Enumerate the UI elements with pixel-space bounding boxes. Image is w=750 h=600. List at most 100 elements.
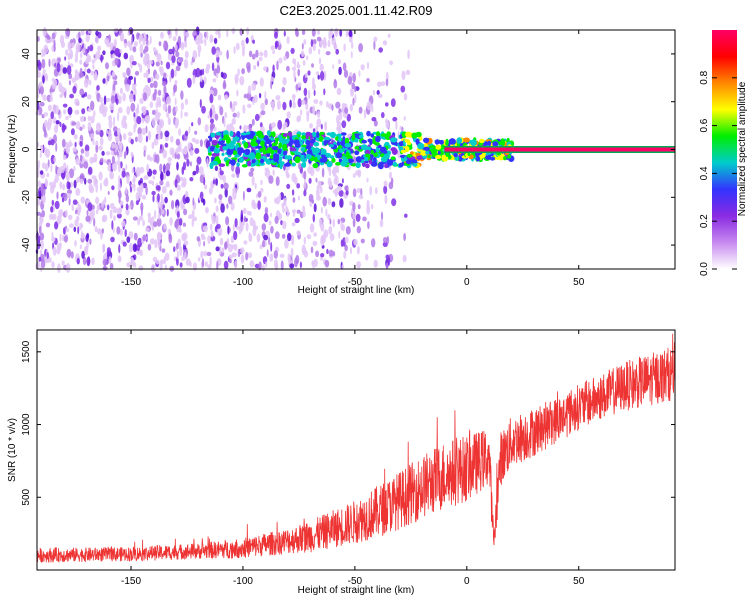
snr-x-axis-label: Height of straight line (km) (298, 585, 415, 596)
noise-cell (151, 225, 154, 231)
noise-cell (162, 103, 168, 112)
noise-cell (168, 48, 174, 55)
noise-cell (101, 201, 105, 209)
noise-cell (367, 221, 370, 230)
noise-cell (135, 200, 139, 206)
noise-cell (303, 179, 307, 189)
noise-cell (263, 234, 269, 241)
noise-cell (298, 115, 302, 122)
noise-cell (220, 183, 224, 189)
noise-cell (50, 139, 55, 146)
signal-cell (216, 131, 221, 136)
noise-cell (130, 102, 136, 112)
noise-cell (156, 232, 160, 239)
noise-cell (290, 247, 294, 257)
noise-cell (198, 257, 201, 262)
noise-cell (188, 126, 191, 134)
noise-cell (155, 73, 160, 80)
y-tick-label: 0 (21, 146, 32, 152)
noise-cell (199, 191, 204, 200)
noise-cell (51, 32, 56, 40)
noise-cell (71, 42, 75, 48)
noise-cell (312, 43, 316, 51)
signal-cell (347, 158, 354, 164)
noise-cell (103, 179, 108, 187)
noise-cell (224, 112, 228, 119)
noise-cell (86, 94, 92, 100)
noise-cell (355, 213, 361, 222)
noise-cell (303, 39, 307, 45)
noise-cell (166, 208, 169, 217)
noise-cell (264, 98, 268, 106)
signal-cell (294, 156, 301, 164)
noise-cell (232, 101, 238, 106)
noise-cell (91, 208, 95, 218)
colorbar-gradient (712, 30, 737, 269)
noise-cell (214, 197, 217, 204)
noise-cell (322, 40, 327, 49)
noise-cell (87, 202, 93, 212)
noise-cell (143, 175, 149, 180)
noise-cell (357, 169, 362, 178)
signal-cell (321, 154, 326, 159)
signal-cell (237, 147, 244, 151)
noise-cell (206, 31, 209, 40)
noise-cell (159, 180, 164, 186)
noise-cell (69, 93, 74, 99)
noise-cell (366, 205, 371, 215)
noise-cell (329, 27, 334, 37)
noise-cell (147, 243, 152, 251)
noise-cell (301, 43, 304, 50)
noise-cell (159, 261, 163, 271)
noise-cell (179, 57, 184, 63)
noise-cell (319, 218, 323, 228)
noise-cell (302, 59, 306, 66)
signal-cell (250, 134, 254, 139)
noise-cell (349, 103, 353, 112)
noise-cell (251, 175, 255, 186)
signal-cell (453, 153, 458, 158)
noise-cell (253, 65, 257, 70)
noise-cell (137, 133, 143, 144)
noise-cell (150, 238, 155, 245)
noise-cell (230, 235, 235, 244)
noise-cell (286, 65, 290, 72)
signal-cell (218, 163, 226, 167)
noise-cell (264, 167, 270, 172)
noise-cell (132, 243, 138, 253)
noise-cell (161, 186, 167, 194)
noise-cell (283, 55, 287, 61)
noise-cell (337, 59, 342, 65)
noise-cell (81, 124, 86, 130)
noise-cell (42, 75, 45, 84)
noise-cell (147, 63, 150, 69)
noise-cell (292, 101, 296, 109)
noise-cell (274, 40, 279, 48)
noise-cell (188, 214, 194, 219)
noise-cell (243, 93, 248, 99)
signal-cell (301, 132, 306, 137)
noise-cell (69, 142, 73, 147)
noise-cell (37, 142, 40, 147)
noise-cell (258, 265, 261, 271)
noise-cell (148, 180, 153, 185)
noise-cell (164, 142, 169, 148)
signal-cell (364, 149, 371, 155)
signal-cell (478, 138, 485, 144)
noise-cell (117, 255, 122, 263)
noise-cell (319, 70, 325, 81)
noise-cell (280, 220, 283, 226)
noise-cell (149, 156, 153, 162)
noise-cell (94, 226, 98, 233)
noise-cell (223, 118, 226, 128)
signal-cell (423, 146, 430, 152)
noise-cell (83, 161, 89, 169)
noise-cell (259, 77, 264, 87)
noise-cell (296, 209, 301, 214)
noise-cell (70, 128, 75, 136)
signal-cell (313, 147, 320, 154)
noise-cell (179, 218, 183, 226)
signal-cell (434, 139, 440, 145)
noise-cell (174, 69, 177, 77)
noise-cell (234, 73, 239, 83)
